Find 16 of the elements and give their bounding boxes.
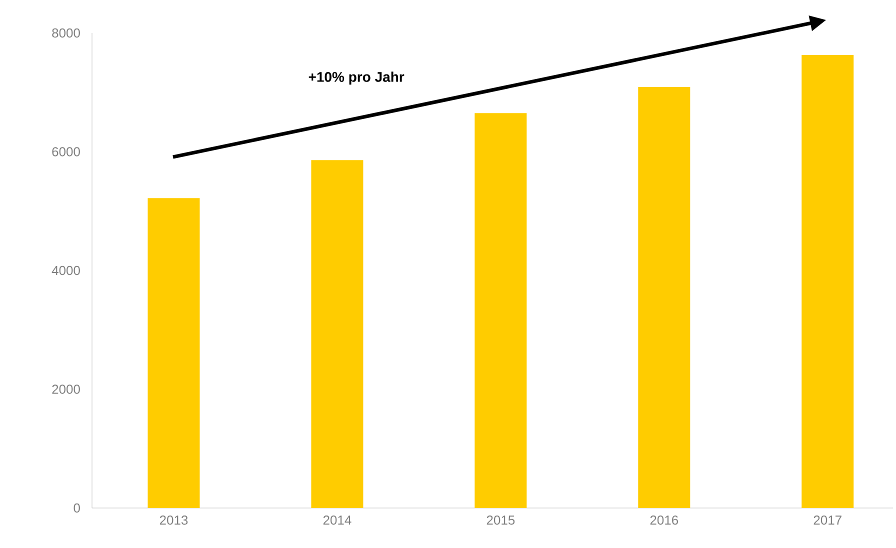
x-tick-label: 2014 (323, 516, 352, 525)
bar (474, 113, 527, 508)
y-tick-label: 4000 (52, 266, 80, 276)
x-tick-label: 2016 (650, 516, 678, 525)
bar (638, 87, 690, 508)
x-tick-label: 2015 (486, 516, 515, 525)
y-tick-label: 8000 (52, 28, 80, 38)
bar (148, 198, 200, 508)
bar (311, 160, 364, 508)
x-tick-label: 2017 (814, 516, 842, 525)
y-tick-label: 2000 (52, 384, 80, 394)
y-tick-label: 6000 (52, 147, 80, 156)
x-tick-label: 2013 (160, 516, 188, 525)
annotation: +10% pro Jahr (308, 72, 404, 85)
y-tick-label: 0 (74, 503, 80, 513)
bar (802, 54, 854, 508)
